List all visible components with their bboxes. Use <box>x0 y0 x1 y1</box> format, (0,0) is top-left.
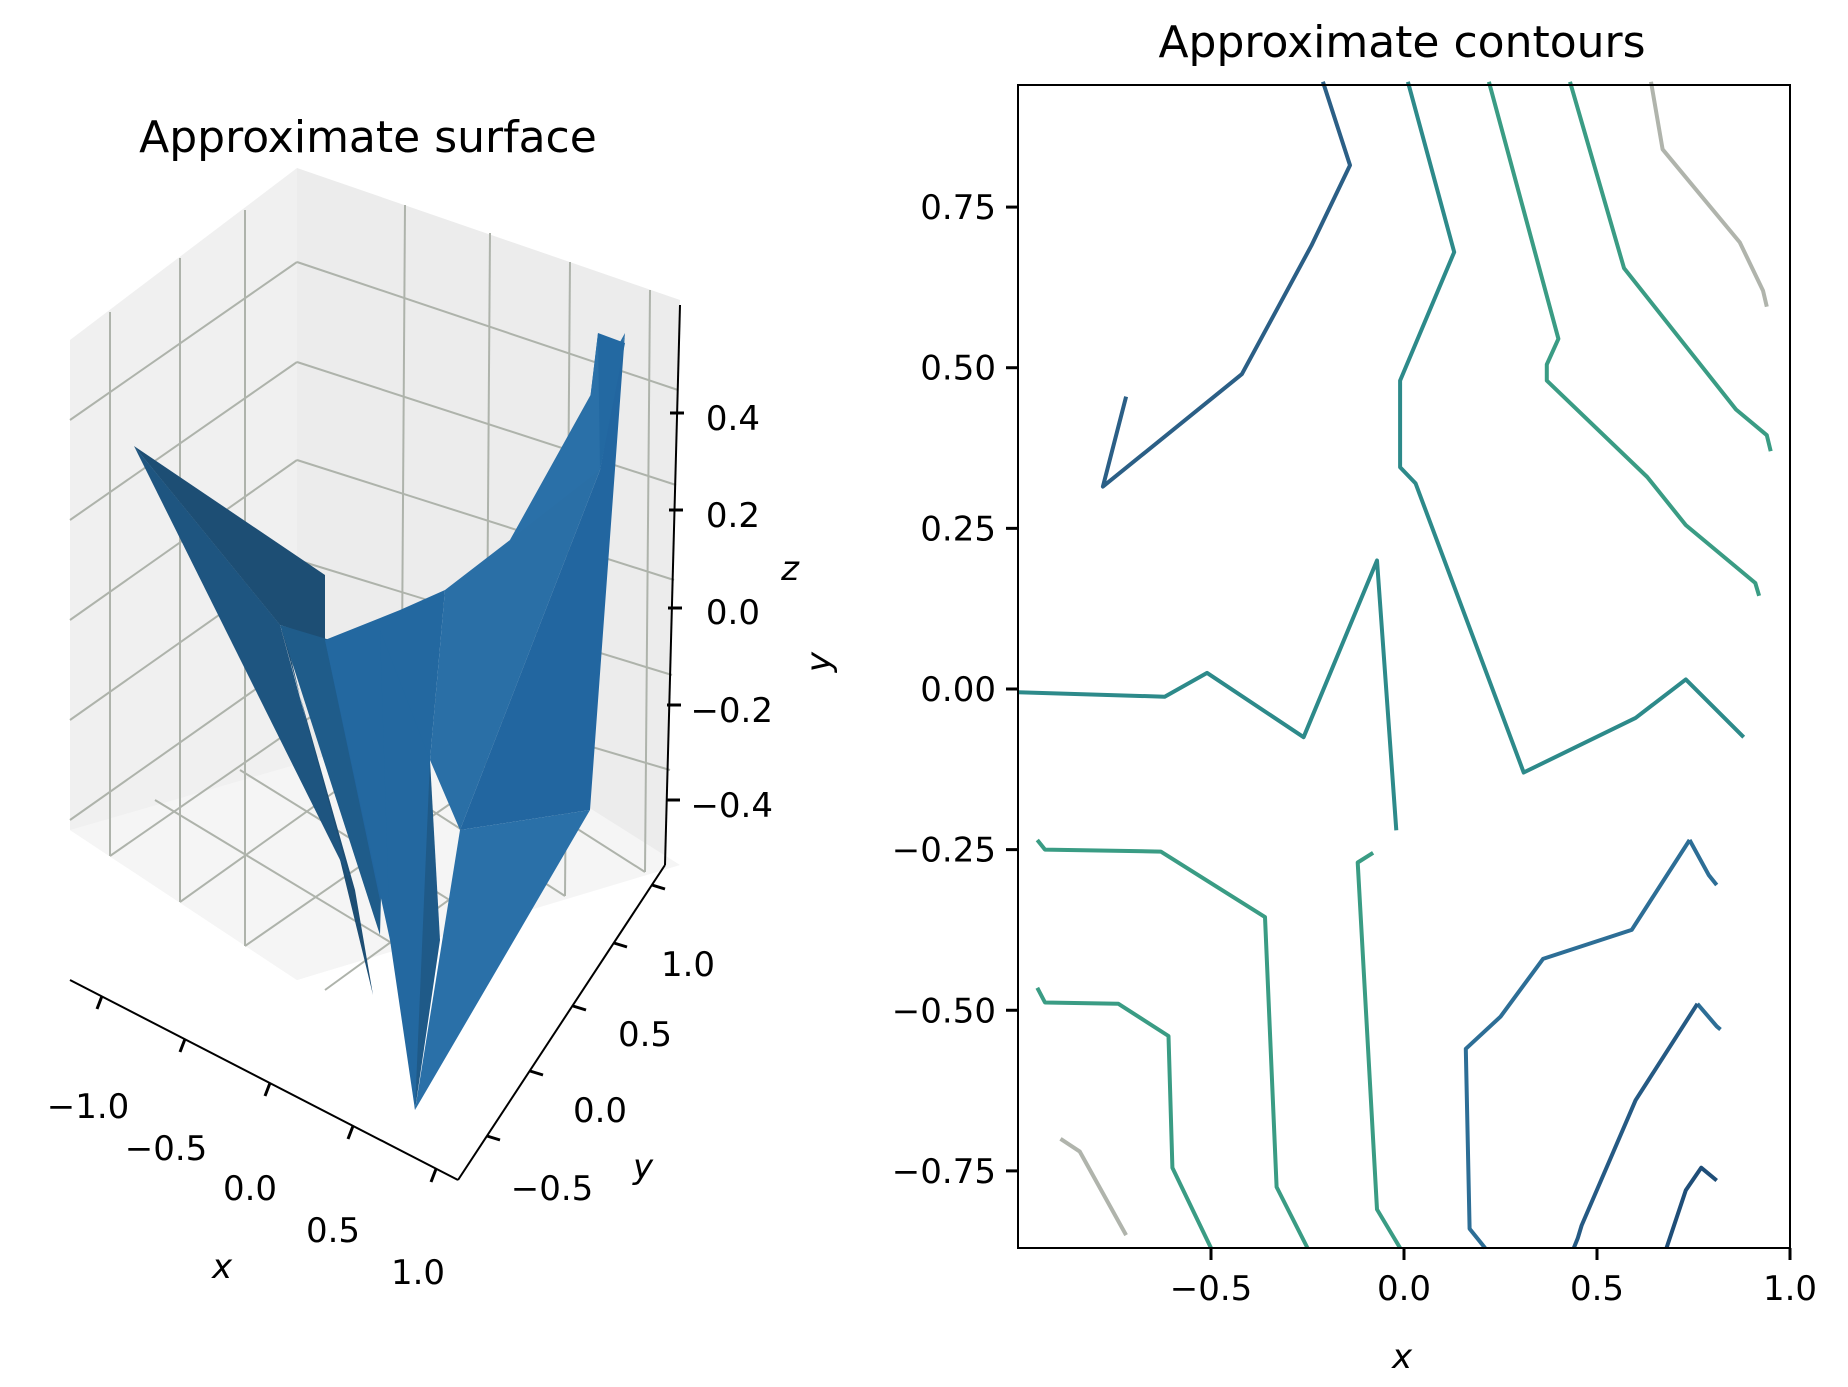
contour-line <box>1649 81 1769 308</box>
contour-x-axis-label: x <box>1391 1337 1413 1377</box>
contour-x-tick-label: 0.5 <box>1570 1269 1624 1309</box>
contour-line <box>1100 81 1352 489</box>
contour-line <box>1398 81 1746 775</box>
y-tick-label: 0.5 <box>618 1015 672 1055</box>
contour-x-tick-label: 0.0 <box>1377 1269 1431 1309</box>
x-axis-ticks <box>95 995 438 1183</box>
x-tick-label: −0.5 <box>125 1129 208 1169</box>
y-axis-label: y <box>632 1147 654 1187</box>
x-axis-line <box>69 979 459 1181</box>
contour-y-tick-label: 0.50 <box>920 349 996 389</box>
grid-line <box>69 261 298 421</box>
surface-axes: −1.0 −0.5 0.0 0.5 1.0 x −0.5 0.0 0.5 1.0… <box>47 112 800 1293</box>
contour-y-tick-label: 0.75 <box>920 188 996 228</box>
y-tick <box>529 1069 544 1077</box>
z-axis-line <box>664 304 681 866</box>
z-axis-ticks <box>666 411 684 802</box>
contour-line <box>1017 558 1399 831</box>
y-tick-label: −0.5 <box>511 1169 594 1209</box>
contour-y-tick-label: −0.50 <box>892 991 996 1031</box>
contour-line <box>1687 839 1719 887</box>
surface-facet <box>460 333 625 830</box>
contour-y-ticks: 0.75 0.50 0.25 0.00 −0.25 −0.50 −0.75 <box>892 188 1018 1192</box>
z-tick-label: 0.0 <box>706 593 760 633</box>
surface <box>134 333 625 1110</box>
contour-frame <box>1017 84 1791 1249</box>
x-tick-label: −1.0 <box>47 1087 130 1127</box>
y-axis-ticks <box>486 883 666 1142</box>
x-tick-label: 0.5 <box>306 1211 360 1251</box>
contour-y-tick-label: −0.25 <box>892 831 996 871</box>
grid-line <box>296 459 675 581</box>
y-tick <box>572 1004 587 1012</box>
x-tick-label: 0.0 <box>223 1169 277 1209</box>
y-tick-label: 1.0 <box>661 945 715 985</box>
contour-line <box>1664 1165 1718 1249</box>
contour-line <box>1059 1137 1128 1237</box>
z-tick-label: −0.4 <box>690 786 773 826</box>
z-axis-label: z <box>780 549 800 589</box>
contour-y-tick-label: 0.00 <box>920 670 996 710</box>
contour-line <box>1571 1002 1700 1249</box>
x-tick <box>95 995 104 1010</box>
contour-y-axis-label: y <box>799 651 839 673</box>
x-tick <box>346 1125 355 1140</box>
surface-title: Approximate surface <box>139 112 597 163</box>
contour-x-tick-label: 1.0 <box>1763 1269 1817 1309</box>
y-tick <box>651 883 666 891</box>
contour-y-tick-label: 0.25 <box>920 509 996 549</box>
contour-line <box>1568 81 1773 452</box>
surface-facet <box>380 630 430 1110</box>
contour-line <box>1355 851 1402 1250</box>
contour-line <box>1486 81 1762 597</box>
contour-lines <box>1017 81 1773 1250</box>
surface-facet <box>134 446 325 640</box>
contour-x-ticks: −0.5 0.0 0.5 1.0 <box>1170 1248 1817 1309</box>
x-tick <box>263 1082 272 1097</box>
grid-line <box>69 361 298 521</box>
x-tick <box>429 1168 438 1183</box>
surface-facet <box>415 810 590 1110</box>
z-tick-label: −0.2 <box>690 691 773 731</box>
y-tick <box>613 941 628 949</box>
surface-facet <box>510 333 600 540</box>
contour-line <box>1035 986 1213 1249</box>
x-tick <box>178 1038 187 1053</box>
z-tick-label: 0.2 <box>706 496 760 536</box>
x-tick-label: 1.0 <box>391 1253 445 1293</box>
y-tick-label: 0.0 <box>573 1091 627 1131</box>
surface-facet <box>134 446 350 880</box>
contour-line <box>1695 1002 1722 1032</box>
pane-left <box>70 168 297 980</box>
x-axis-label: x <box>211 1247 233 1287</box>
contour-y-tick-label: −0.75 <box>892 1152 996 1192</box>
contour-axes: Approximate contours −0.5 0.0 0.5 1.0 0.750… <box>799 17 1817 1377</box>
contour-line <box>1035 838 1310 1249</box>
z-tick-label: 0.4 <box>706 399 760 439</box>
y-axis-line <box>457 864 666 1181</box>
grid-line <box>644 289 651 873</box>
contour-line <box>1463 838 1692 1250</box>
y-tick <box>486 1134 501 1142</box>
contour-title: Approximate contours <box>1158 17 1645 68</box>
contour-x-tick-label: −0.5 <box>1170 1269 1253 1309</box>
